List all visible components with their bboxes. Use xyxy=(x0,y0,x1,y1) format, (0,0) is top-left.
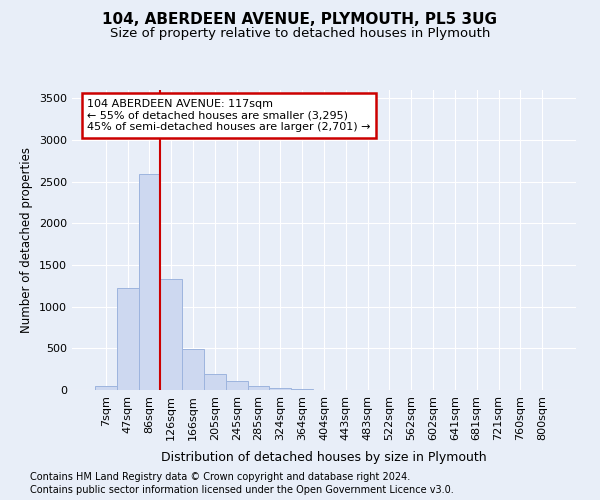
Bar xyxy=(291,389,313,390)
Text: Contains HM Land Registry data © Crown copyright and database right 2024.: Contains HM Land Registry data © Crown c… xyxy=(30,472,410,482)
Bar xyxy=(248,386,269,390)
Bar xyxy=(182,349,204,390)
Text: 104, ABERDEEN AVENUE, PLYMOUTH, PL5 3UG: 104, ABERDEEN AVENUE, PLYMOUTH, PL5 3UG xyxy=(103,12,497,28)
Bar xyxy=(226,381,248,390)
X-axis label: Distribution of detached houses by size in Plymouth: Distribution of detached houses by size … xyxy=(161,451,487,464)
Bar xyxy=(269,388,291,390)
Bar xyxy=(117,288,139,390)
Bar xyxy=(139,174,160,390)
Text: Size of property relative to detached houses in Plymouth: Size of property relative to detached ho… xyxy=(110,28,490,40)
Bar xyxy=(204,374,226,390)
Bar xyxy=(160,279,182,390)
Y-axis label: Number of detached properties: Number of detached properties xyxy=(20,147,34,333)
Text: 104 ABERDEEN AVENUE: 117sqm
← 55% of detached houses are smaller (3,295)
45% of : 104 ABERDEEN AVENUE: 117sqm ← 55% of det… xyxy=(87,99,371,132)
Text: Contains public sector information licensed under the Open Government Licence v3: Contains public sector information licen… xyxy=(30,485,454,495)
Bar xyxy=(95,386,117,390)
